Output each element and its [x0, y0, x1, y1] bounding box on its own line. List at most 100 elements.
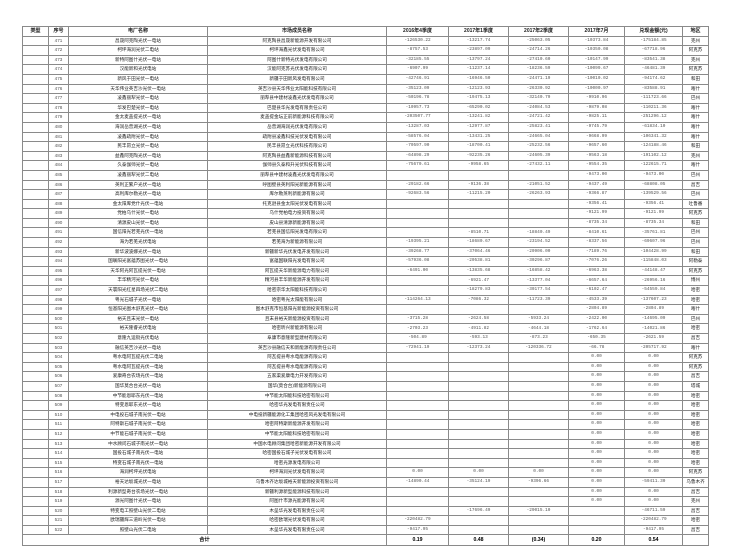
column-header-type[interactable]: 类型: [22, 26, 49, 37]
cell-amount: -46481.39: [624, 64, 683, 75]
cell-member: 阿瓦提县粤水电能源有限公司: [207, 361, 387, 373]
cell-amount: -9121.99: [624, 208, 683, 219]
column-header-q2-2017[interactable]: 2017年2季度: [508, 26, 569, 37]
cell-plant: 融信英吉沙光伏一电站: [68, 342, 208, 354]
table-row: 490 清源皮山光伏一电站 皮山县清源新能源有限公司 -8735.34 -8735.34…: [22, 217, 709, 229]
cell-area: 巴州: [682, 169, 709, 181]
cell-q2-2017: -30296.87: [508, 256, 569, 267]
cell-q1-2017: -18279.83: [448, 285, 509, 296]
cell-amount: 0.00: [624, 467, 683, 478]
cell-member: 库尔勒蒸利新能源有限公司: [207, 189, 387, 200]
cell-q1-2017: -12373.24: [448, 342, 509, 354]
column-header-jul-2017[interactable]: 2017年7月: [568, 26, 625, 37]
cell-q1-2017: -9958.65: [448, 160, 509, 171]
cell-amount: -124188.46: [624, 141, 683, 152]
cell-amount: -106341.32: [624, 131, 683, 143]
cell-amount: 0.00: [624, 448, 683, 459]
cell-q2-2017: [508, 524, 569, 536]
cell-amount: -26956.16: [624, 275, 683, 287]
cell-plant: 高利库尔勒光伏一电站: [68, 189, 208, 200]
table-row: 472 柯坪海润光伏二电站 柯坪海鑫光伏发电有限公司 -8757.53 -23897.0…: [22, 45, 709, 56]
column-header-plant[interactable]: 电厂名称: [68, 26, 208, 37]
cell-member: 图木舒克市恒基阳光新能源投资有限公司: [207, 304, 387, 315]
cell-q1-2017: [448, 428, 509, 440]
cell-seq: 517: [48, 476, 69, 488]
cell-type: [22, 83, 49, 95]
cell-q4-2016: [386, 409, 449, 421]
cell-seq: 487: [48, 189, 69, 200]
cell-type: [22, 457, 49, 469]
cell-q4-2016: [386, 169, 449, 181]
cell-area: 哈密: [682, 515, 709, 526]
cell-q1-2017: -17696.49: [448, 505, 509, 517]
column-header-area[interactable]: 地区: [682, 26, 709, 37]
column-header-q4-2016[interactable]: 2016年4季度: [386, 26, 449, 37]
table-row: 497 天寰阳光红星四场光伏二电站 哈密宗华太阳能科技有限公司 -18279.83 -3…: [22, 285, 709, 296]
cell-jul-2017: -9121.99: [568, 208, 625, 219]
cell-plant: 国投石城子南光伏一电站: [68, 448, 208, 459]
cell-area: 哈密: [682, 438, 709, 450]
cell-q2-2017: [508, 486, 569, 498]
cell-q2-2017: -29015.10: [508, 505, 569, 517]
cell-q2-2017: -24721.42: [508, 112, 569, 123]
cell-area: 喀什: [682, 83, 709, 95]
cell-jul-2017: 0.00: [568, 390, 625, 402]
column-header-seq[interactable]: 序号: [48, 26, 69, 37]
cell-type: [22, 476, 49, 488]
cell-area: 乌鲁木齐: [682, 476, 709, 488]
cell-type: [22, 73, 49, 85]
cell-member: 哈密昕兴新能源有限公司: [207, 323, 387, 334]
cell-plant: 中节能恩耶东光伏一电站: [68, 390, 208, 402]
cell-member: 国华(莫合台)新能源有限公司: [207, 380, 387, 392]
cell-seq: 503: [48, 342, 69, 354]
cell-type: [22, 515, 49, 526]
cell-jul-2017: [568, 515, 625, 526]
cell-jul-2017: 0.00: [568, 476, 625, 488]
cell-type: [22, 265, 49, 277]
cell-plant: 特变恩耶东光伏一电站: [68, 400, 208, 411]
cell-area: 喀什: [682, 121, 709, 133]
cell-q2-2017: -27432.11: [508, 160, 569, 171]
cell-type: [22, 54, 49, 66]
cell-q2-2017: -25232.56: [508, 141, 569, 152]
cell-q4-2016: [386, 448, 449, 459]
cell-jul-2017: 0.00: [568, 352, 625, 363]
table-row: 512 中节能石城子南光伏一电站 中节能太阳能科技哈密有限公司 0.00 0.00 哈密: [22, 428, 709, 440]
cell-plant: 意隆九运街光伏电站: [68, 333, 208, 344]
cell-area: 和田: [682, 141, 709, 152]
cell-amount: 0.00: [624, 419, 683, 430]
cell-seq: 495: [48, 265, 69, 277]
cell-plant: 益鑫阿克陶光伏一电站: [68, 150, 208, 162]
cell-area: 和田: [682, 73, 709, 85]
cell-type: [22, 198, 49, 210]
cell-type: [22, 438, 49, 450]
cell-area: 克州: [682, 54, 709, 66]
cell-member: 乌什党柏电力投资有限公司: [207, 208, 387, 219]
cell-member: 哈密国投石城子光伏发电有限公司: [207, 448, 387, 459]
column-header-member[interactable]: 市场成员名称: [207, 26, 387, 37]
cell-plant: 英利正繁户光伏一电站: [68, 179, 208, 191]
cell-amount: 0.00: [624, 361, 683, 373]
cell-type: [22, 313, 49, 325]
cell-member: 木垒华光发电有限责任公司: [207, 524, 387, 536]
cell-jul-2017: -10099.67: [568, 64, 625, 75]
cell-plant: 源光阿图什光伏一电站: [68, 496, 208, 507]
cell-q4-2016: [386, 304, 449, 315]
cell-area: 哈密: [682, 400, 709, 411]
cell-q2-2017: -18840.49: [508, 227, 569, 239]
table-row: 498 粤光石城子光伏一电站 哈密粤光太阳能有限公司 -114264.13 -7086.…: [22, 294, 709, 306]
table-footer: 合计 0.19 0.48 (0.34) 0.20 0.54: [22, 534, 709, 546]
cell-jul-2017: 0.00: [568, 486, 625, 498]
cell-q4-2016: [386, 285, 449, 296]
column-header-amount[interactable]: 兑现金额(元): [624, 26, 683, 37]
cell-type: [22, 361, 49, 373]
cell-member: 中节能太阳能科技哈密有限公司: [207, 390, 387, 402]
cell-plant: 特变电工照壁山光伏二电站: [68, 505, 208, 517]
cell-amount: -110211.36: [624, 102, 683, 114]
column-header-q1-2017[interactable]: 2017年1季度: [448, 26, 509, 37]
table-row: 496 丰华精河光伏一电站 精河县丰华新能源开发有限公司 -6921.47 -13377…: [22, 275, 709, 287]
cell-plant: 凌鑫丽犁光伏一电站: [68, 93, 208, 104]
cell-plant: 裕天且末光伏一电站: [68, 313, 208, 325]
cell-q1-2017: [448, 380, 509, 392]
cell-type: [22, 428, 49, 440]
